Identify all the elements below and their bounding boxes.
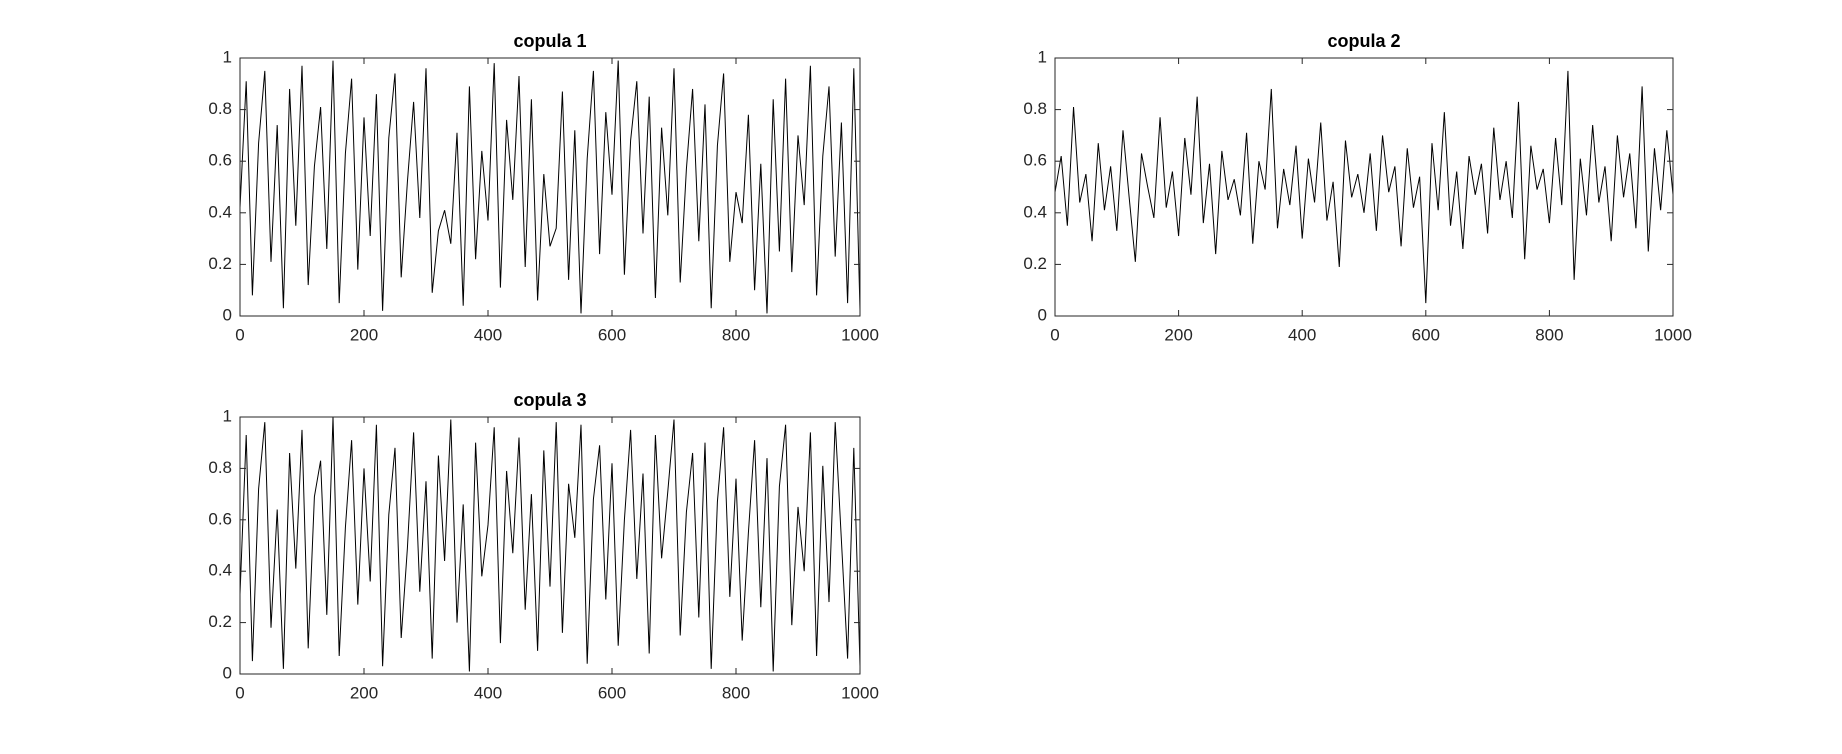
data-line	[1054, 70, 1674, 304]
x-tick-label: 800	[1535, 325, 1563, 344]
y-tick-label: 0	[1038, 305, 1047, 324]
y-tick-label: 0	[223, 663, 232, 682]
chart-title: copula 3	[513, 390, 586, 410]
x-tick-label: 400	[1288, 325, 1316, 344]
x-tick-label: 0	[235, 325, 244, 344]
y-tick-label: 0.8	[208, 99, 232, 118]
axes-box	[239, 57, 861, 317]
y-tick-label: 0.8	[208, 458, 232, 477]
x-tick-label: 600	[1412, 325, 1440, 344]
x-tick-label: 1000	[841, 683, 879, 702]
x-tick-label: 400	[474, 325, 502, 344]
chart-title: copula 2	[1327, 31, 1400, 51]
y-tick-label: 1	[1038, 47, 1047, 66]
x-tick-label: 800	[722, 683, 750, 702]
x-tick-label: 600	[598, 683, 626, 702]
axes-box	[239, 416, 861, 675]
y-tick-label: 0	[223, 305, 232, 324]
y-tick-label: 0.8	[1023, 99, 1047, 118]
data-line	[239, 60, 861, 314]
y-tick-label: 0.4	[1023, 202, 1047, 221]
x-tick-label: 400	[474, 683, 502, 702]
y-tick-label: 0.2	[1023, 254, 1047, 273]
axes-box	[1054, 57, 1674, 317]
chart-title: copula 1	[513, 31, 586, 51]
x-tick-label: 0	[1050, 325, 1059, 344]
y-tick-label: 0.2	[208, 254, 232, 273]
y-tick-label: 0.6	[208, 151, 232, 170]
x-tick-label: 200	[1164, 325, 1192, 344]
y-tick-label: 0.6	[1023, 151, 1047, 170]
y-tick-label: 1	[223, 47, 232, 66]
y-tick-label: 1	[223, 406, 232, 425]
y-tick-label: 0.6	[208, 509, 232, 528]
x-tick-label: 800	[722, 325, 750, 344]
x-tick-label: 0	[235, 683, 244, 702]
y-tick-label: 0.2	[208, 612, 232, 631]
x-tick-label: 600	[598, 325, 626, 344]
y-tick-label: 0.4	[208, 561, 232, 580]
y-tick-label: 0.4	[208, 202, 232, 221]
data-line	[239, 416, 861, 672]
x-tick-label: 200	[350, 683, 378, 702]
x-tick-label: 1000	[1654, 325, 1692, 344]
x-tick-label: 1000	[841, 325, 879, 344]
x-tick-label: 200	[350, 325, 378, 344]
